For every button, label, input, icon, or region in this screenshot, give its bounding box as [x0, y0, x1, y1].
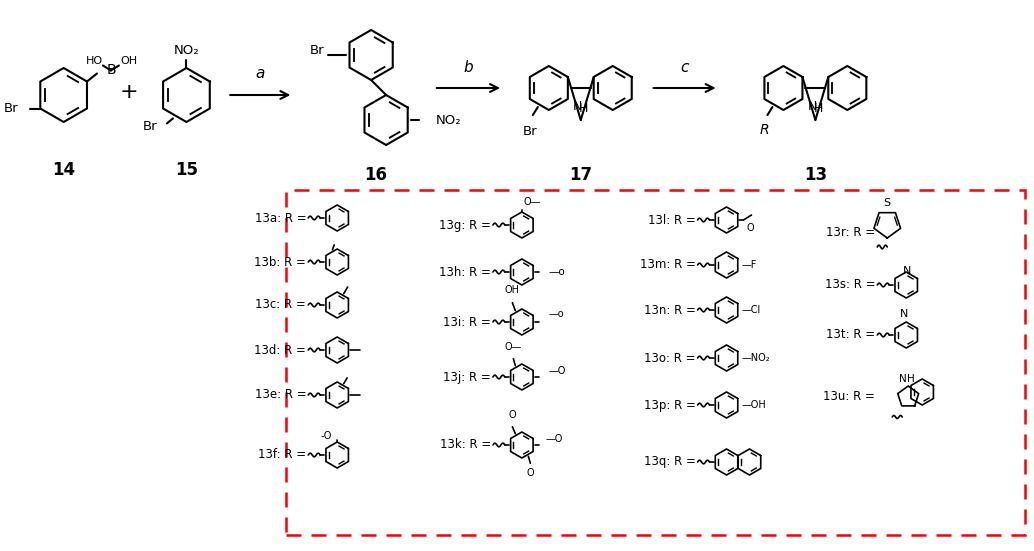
Text: HO: HO [86, 56, 103, 66]
Text: —o: —o [549, 267, 566, 277]
Text: 14: 14 [52, 161, 75, 179]
Text: b: b [463, 60, 473, 74]
Text: 13j: R =: 13j: R = [444, 370, 491, 383]
Text: 13f: R =: 13f: R = [258, 449, 306, 462]
Text: B: B [107, 63, 116, 78]
Text: 13c: R =: 13c: R = [255, 299, 306, 311]
Text: 17: 17 [569, 166, 592, 184]
Text: c: c [680, 60, 689, 74]
Text: 13i: R =: 13i: R = [444, 316, 491, 328]
Text: 13d: R =: 13d: R = [254, 343, 306, 356]
Text: 13r: R =: 13r: R = [826, 225, 875, 239]
Text: 13p: R =: 13p: R = [644, 398, 696, 412]
Text: 13: 13 [803, 166, 827, 184]
Text: N: N [808, 100, 817, 112]
Text: —OH: —OH [741, 400, 766, 410]
Text: 13s: R =: 13s: R = [825, 278, 875, 291]
Text: OH: OH [505, 285, 520, 295]
Text: 13u: R =: 13u: R = [823, 391, 875, 403]
Text: NO₂: NO₂ [436, 114, 461, 127]
Text: —NO₂: —NO₂ [741, 353, 770, 363]
Text: 13b: R =: 13b: R = [254, 256, 306, 268]
Text: H: H [579, 101, 588, 115]
Text: a: a [255, 66, 265, 80]
Text: O: O [747, 223, 754, 233]
Text: 15: 15 [175, 161, 197, 179]
Text: —o: —o [549, 309, 565, 319]
Text: Br: Br [4, 102, 19, 115]
Text: N: N [573, 100, 582, 112]
Text: Br: Br [143, 120, 157, 133]
Text: 13g: R =: 13g: R = [439, 219, 491, 231]
Text: N: N [900, 309, 909, 319]
Bar [286, 190, 1025, 535]
Text: O: O [509, 410, 516, 420]
Text: —O: —O [549, 366, 567, 376]
Text: 13n: R =: 13n: R = [644, 304, 696, 316]
Text: 13h: R =: 13h: R = [439, 266, 491, 278]
Text: —O: —O [546, 434, 564, 444]
Text: 13q: R =: 13q: R = [644, 456, 696, 468]
Text: -O: -O [321, 431, 332, 441]
Text: OH: OH [120, 56, 138, 66]
Text: H: H [907, 374, 915, 384]
Text: 16: 16 [365, 166, 388, 184]
Text: NO₂: NO₂ [174, 44, 200, 57]
Text: N: N [903, 266, 911, 276]
Text: 13l: R =: 13l: R = [648, 213, 696, 226]
Text: R: R [760, 123, 769, 137]
Text: 13k: R =: 13k: R = [439, 439, 491, 451]
Text: O—: O— [505, 342, 522, 352]
Text: 13m: R =: 13m: R = [640, 258, 696, 272]
Text: Br: Br [309, 44, 325, 57]
Text: 13a: R =: 13a: R = [254, 212, 306, 224]
Text: —Cl: —Cl [741, 305, 761, 315]
Text: 13e: R =: 13e: R = [254, 388, 306, 402]
Text: S: S [884, 198, 891, 208]
Text: —F: —F [741, 260, 757, 270]
Text: Br: Br [522, 125, 538, 138]
Text: O—: O— [524, 197, 541, 207]
Text: 13t: R =: 13t: R = [826, 328, 875, 342]
Text: N: N [900, 374, 907, 384]
Text: H: H [814, 101, 823, 115]
Text: O: O [526, 468, 535, 478]
Text: 13o: R =: 13o: R = [644, 352, 696, 365]
Text: +: + [119, 82, 138, 102]
